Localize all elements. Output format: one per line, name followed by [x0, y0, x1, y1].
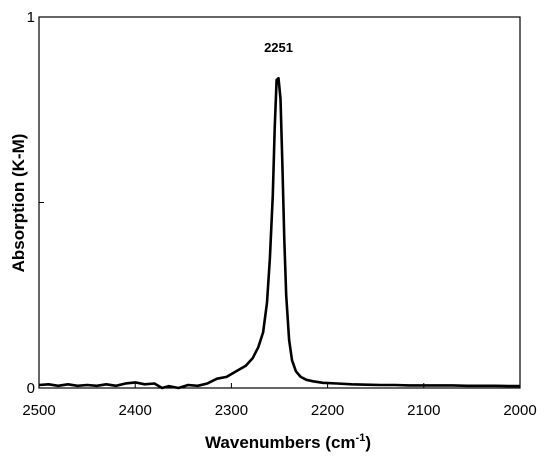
y-axis-ticks: 01 [27, 9, 44, 397]
series-line [38, 76, 520, 390]
series-layer [38, 76, 520, 390]
y-tick-label: 0 [27, 380, 35, 397]
x-tick-label: 2500 [22, 402, 55, 419]
x-tick-label: 2000 [503, 402, 536, 419]
x-tick-label: 2100 [407, 402, 440, 419]
x-axis-title: Wavenumbers (cm-1) [205, 432, 371, 452]
annotation-layer: 2251 [264, 40, 293, 55]
x-axis-title-suffix: ) [365, 433, 371, 452]
x-tick-label: 2200 [311, 402, 344, 419]
x-axis-title-superscript: -1 [356, 432, 366, 444]
x-tick-label: 2300 [215, 402, 248, 419]
y-axis-title: Absorption (K-M) [9, 134, 28, 273]
x-tick-label: 2400 [119, 402, 152, 419]
y-tick-label: 1 [27, 9, 35, 26]
x-axis-title-main: Wavenumbers (cm [205, 433, 356, 452]
peak-annotation: 2251 [264, 40, 293, 55]
